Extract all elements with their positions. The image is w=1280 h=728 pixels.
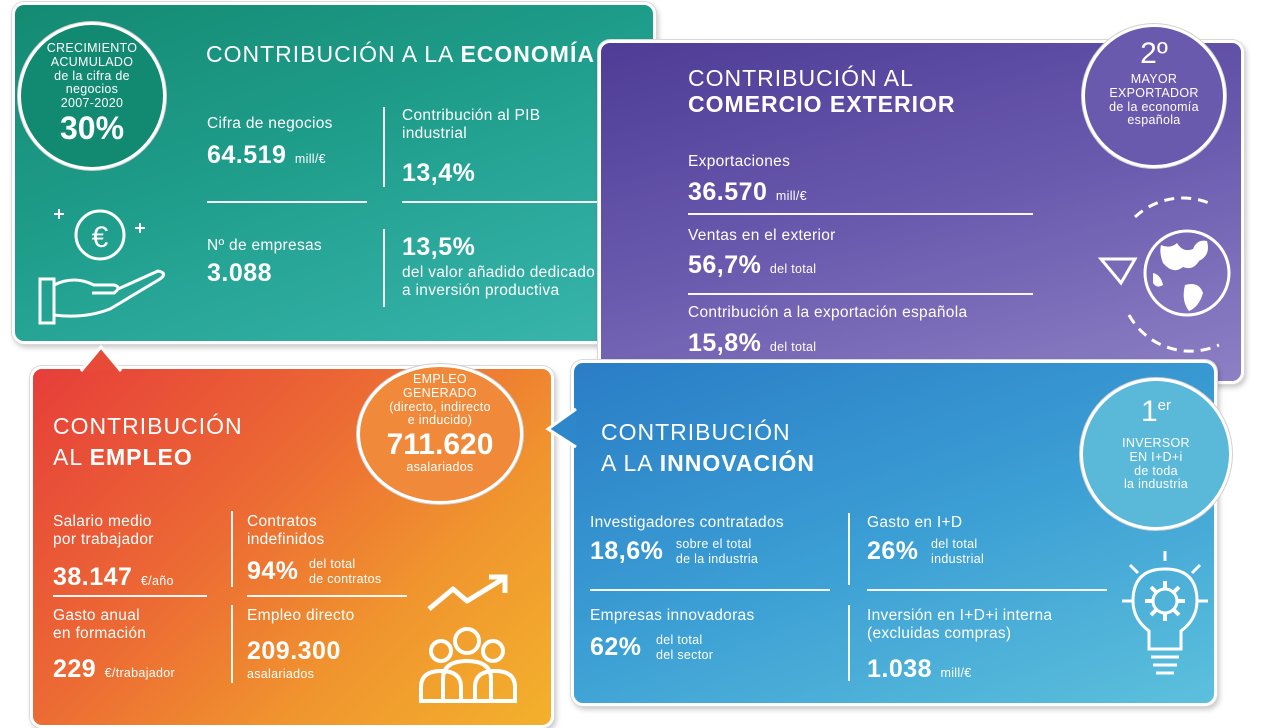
empresas-innovadoras-value: 62% del total del sector xyxy=(590,633,714,662)
pib-value: 13,4% xyxy=(402,159,476,187)
gasto-id-label: Gasto en I+D xyxy=(867,514,963,531)
pib-label: Contribución al PIB industrial xyxy=(402,107,541,142)
gasto-formacion-label: Gasto anual en formación xyxy=(53,607,147,642)
economia-divider-left xyxy=(207,201,367,203)
gasto-formacion-value: 229 €/trabajador xyxy=(53,655,175,683)
comercio-title: CONTRIBUCIÓN AL COMERCIO EXTERIOR xyxy=(688,65,956,118)
economia-divider-right xyxy=(402,201,634,203)
cifra-label: Cifra de negocios xyxy=(207,115,333,132)
exportador-badge: 2º MAYOR EXPORTADOR de la economía españ… xyxy=(1082,24,1226,168)
economia-vdivider-bottom xyxy=(383,229,385,307)
cifra-value: 64.519 mill/€ xyxy=(207,141,326,169)
innovacion-divider-right xyxy=(867,589,1107,591)
growth-people-icon xyxy=(419,574,517,703)
svg-text:€: € xyxy=(92,221,109,254)
empleo-title: CONTRIBUCIÓN AL EMPLEO xyxy=(53,413,243,471)
empleo-divider-right xyxy=(247,595,407,597)
empleo-vdivider-bottom xyxy=(231,605,233,683)
contratos-value: 94% del total de contratos xyxy=(247,557,382,586)
valor-label: del valor añadido dedicado a inversión pr… xyxy=(402,264,596,299)
valor-value: 13,5% xyxy=(402,233,476,261)
empleo-vdivider-top xyxy=(231,511,233,587)
inversion-value: 1.038 mill/€ xyxy=(867,655,972,683)
contratos-label: Contratos indefinidos xyxy=(247,513,325,548)
innovacion-bubble-tail xyxy=(545,407,577,449)
empresas-innovadoras-label: Empresas innovadoras xyxy=(590,607,755,624)
globe-cycle-icon xyxy=(1097,196,1231,353)
comercio-divider-1 xyxy=(688,213,1033,215)
innovacion-vdivider-top xyxy=(848,513,850,585)
lightbulb-gear-icon xyxy=(1122,551,1208,675)
empresas-label: Nº de empresas xyxy=(207,237,322,254)
exportaciones-label: Exportaciones xyxy=(688,153,791,170)
inversor-badge: 1er INVERSOR EN I+D+i de toda la industr… xyxy=(1080,378,1232,530)
innovacion-vdivider-bottom xyxy=(848,605,850,681)
ventas-value: 56,7% del total xyxy=(688,251,817,279)
exportaciones-value: 36.570 mill/€ xyxy=(688,178,807,206)
directo-label: Empleo directo xyxy=(247,607,355,624)
empleo-bubble-tail xyxy=(79,344,123,372)
innovacion-title: CONTRIBUCIÓN A LA INNOVACIÓN xyxy=(601,419,815,477)
investigadores-label: Investigadores contratados xyxy=(590,514,784,531)
contrib-label: Contribución a la exportación española xyxy=(688,304,968,321)
directo-value: 209.300 xyxy=(247,637,341,665)
comercio-divider-2 xyxy=(688,293,1033,295)
ventas-label: Ventas en el exterior xyxy=(688,227,836,244)
contrib-value: 15,8% del total xyxy=(688,329,817,357)
economia-title: CONTRIBUCIÓN A LA ECONOMÍA xyxy=(206,41,595,67)
euro-hand-icon: € xyxy=(38,209,165,325)
economia-panel: CONTRIBUCIÓN A LA ECONOMÍA Cifra de nego… xyxy=(12,2,682,344)
economia-vdivider-top xyxy=(383,107,385,187)
gasto-id-value: 26% del total industrial xyxy=(867,537,985,566)
empleo-divider-left xyxy=(53,595,207,597)
crecimiento-badge: CRECIMIENTO ACUMULADO de la cifra de neg… xyxy=(18,22,166,170)
investigadores-value: 18,6% sobre el total de la industria xyxy=(590,537,759,566)
empresas-value: 3.088 xyxy=(207,259,273,287)
salario-label: Salario medio por trabajador xyxy=(53,513,154,548)
innovacion-divider-left xyxy=(590,589,830,591)
inversion-label: Inversión en I+D+i interna (excluidas com… xyxy=(867,607,1053,642)
empleo-generado-badge: EMPLEO GENERADO (directo, indirecto e in… xyxy=(357,364,523,504)
salario-value: 38.147 €/año xyxy=(53,563,174,591)
comercio-panel: CONTRIBUCIÓN AL COMERCIO EXTERIOR Export… xyxy=(598,40,1244,408)
directo-unit: asalariados xyxy=(247,667,315,681)
